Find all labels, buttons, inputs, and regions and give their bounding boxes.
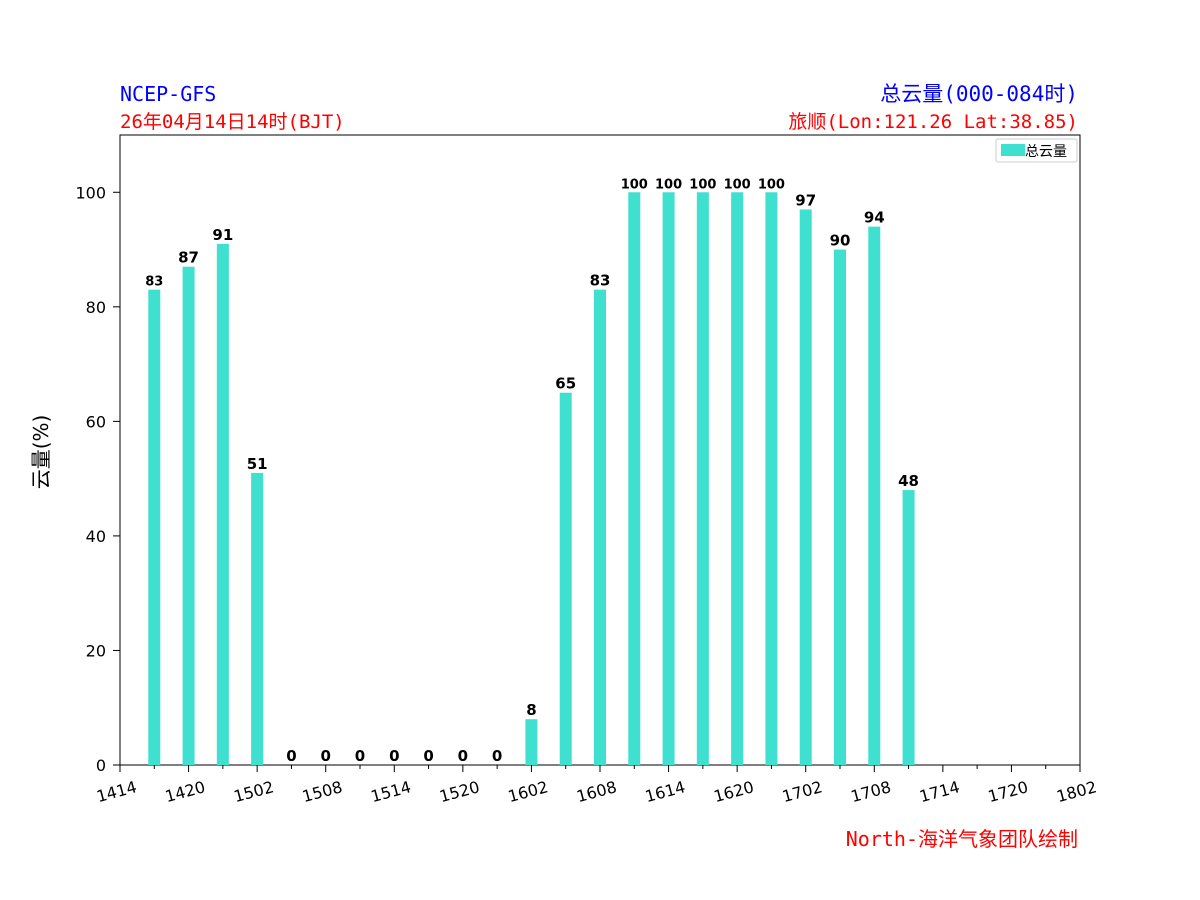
bar — [902, 490, 915, 765]
bar-value-label: 100 — [724, 177, 751, 192]
bar — [799, 209, 812, 766]
init-time: 26年04月14日14时(BJT) — [120, 111, 345, 133]
x-tick-label: 1520 — [437, 777, 481, 806]
bar-value-label: 83 — [590, 272, 611, 290]
bar — [868, 226, 881, 766]
bar-value-label: 0 — [389, 747, 399, 765]
bar-value-label: 91 — [212, 226, 233, 244]
bar-value-label: 94 — [864, 209, 885, 227]
x-tick-label: 1708 — [849, 777, 893, 806]
bar-value-label: 8 — [526, 701, 536, 719]
bar — [559, 392, 572, 765]
bar — [525, 719, 538, 765]
bar — [834, 249, 846, 765]
y-tick-label: 100 — [75, 183, 106, 202]
y-tick-label: 0 — [96, 756, 106, 775]
bar — [765, 192, 778, 766]
x-axis: 1414 1420 1502 1508 1514 1520 1602 1608 1614 1620… — [94, 765, 1099, 806]
bar-value-label: 65 — [555, 375, 576, 393]
bar — [216, 243, 229, 765]
bar-value-label: 0 — [355, 747, 365, 765]
bar-value-label: 100 — [758, 177, 785, 192]
bar-value-label: 0 — [458, 747, 468, 765]
bar — [731, 192, 744, 766]
legend-swatch — [1001, 144, 1025, 156]
bar — [594, 289, 606, 765]
bar — [662, 192, 675, 766]
bar-value-labels: 83 87 91 51 0 0 0 0 0 0 0 8 65 83 100 100 100 100 100 97 90 9… — [145, 177, 919, 765]
x-tick-label: 1420 — [163, 777, 207, 806]
bar-value-label: 0 — [286, 747, 296, 765]
legend-label: 总云量 — [1025, 144, 1067, 160]
bar-value-label: 100 — [689, 177, 716, 192]
bar-value-label: 90 — [830, 232, 851, 250]
x-tick-label: 1802 — [1054, 777, 1098, 806]
bar-value-label: 100 — [621, 177, 648, 192]
bar — [628, 192, 641, 766]
x-tick-label: 1702 — [780, 777, 824, 806]
bar-value-label: 87 — [178, 249, 199, 267]
x-tick-label: 1508 — [300, 777, 344, 806]
bar — [696, 192, 709, 766]
location-label: 旅顺(Lon:121.26 Lat:38.85) — [788, 111, 1078, 133]
bar — [251, 472, 264, 765]
y-tick-label: 60 — [86, 412, 106, 431]
bar-value-label: 0 — [492, 747, 502, 765]
bar-value-label: 48 — [898, 472, 919, 490]
x-tick-label: 1602 — [506, 777, 550, 806]
y-axis: 0 20 40 60 80 100 — [75, 183, 120, 775]
bar-value-label: 83 — [145, 275, 163, 290]
bar-value-label: 97 — [795, 191, 816, 209]
y-tick-label: 20 — [86, 641, 106, 660]
bar-value-label: 51 — [247, 455, 268, 473]
bar-value-label: 0 — [320, 747, 330, 765]
product-title: 总云量(000-084时) — [880, 82, 1078, 106]
y-axis-label: 云量(%) — [29, 415, 53, 490]
x-tick-label: 1608 — [574, 777, 618, 806]
x-tick-label: 1614 — [643, 777, 687, 806]
y-tick-label: 40 — [86, 527, 106, 546]
bar-series — [148, 192, 915, 766]
bar-value-label: 100 — [655, 177, 682, 192]
x-tick-label: 1502 — [232, 777, 276, 806]
bar — [148, 289, 161, 765]
x-tick-label: 1720 — [986, 777, 1030, 806]
x-tick-label: 1414 — [94, 777, 138, 806]
x-tick-label: 1620 — [712, 777, 756, 806]
legend: 总云量 — [995, 138, 1078, 163]
credit-text: North-海洋气象团队绘制 — [846, 827, 1078, 851]
x-tick-label: 1714 — [917, 777, 961, 806]
bar — [182, 266, 195, 765]
x-tick-label: 1514 — [369, 777, 413, 806]
model-name: NCEP-GFS — [120, 82, 216, 106]
y-tick-label: 80 — [86, 298, 106, 317]
bar-value-label: 0 — [423, 747, 433, 765]
